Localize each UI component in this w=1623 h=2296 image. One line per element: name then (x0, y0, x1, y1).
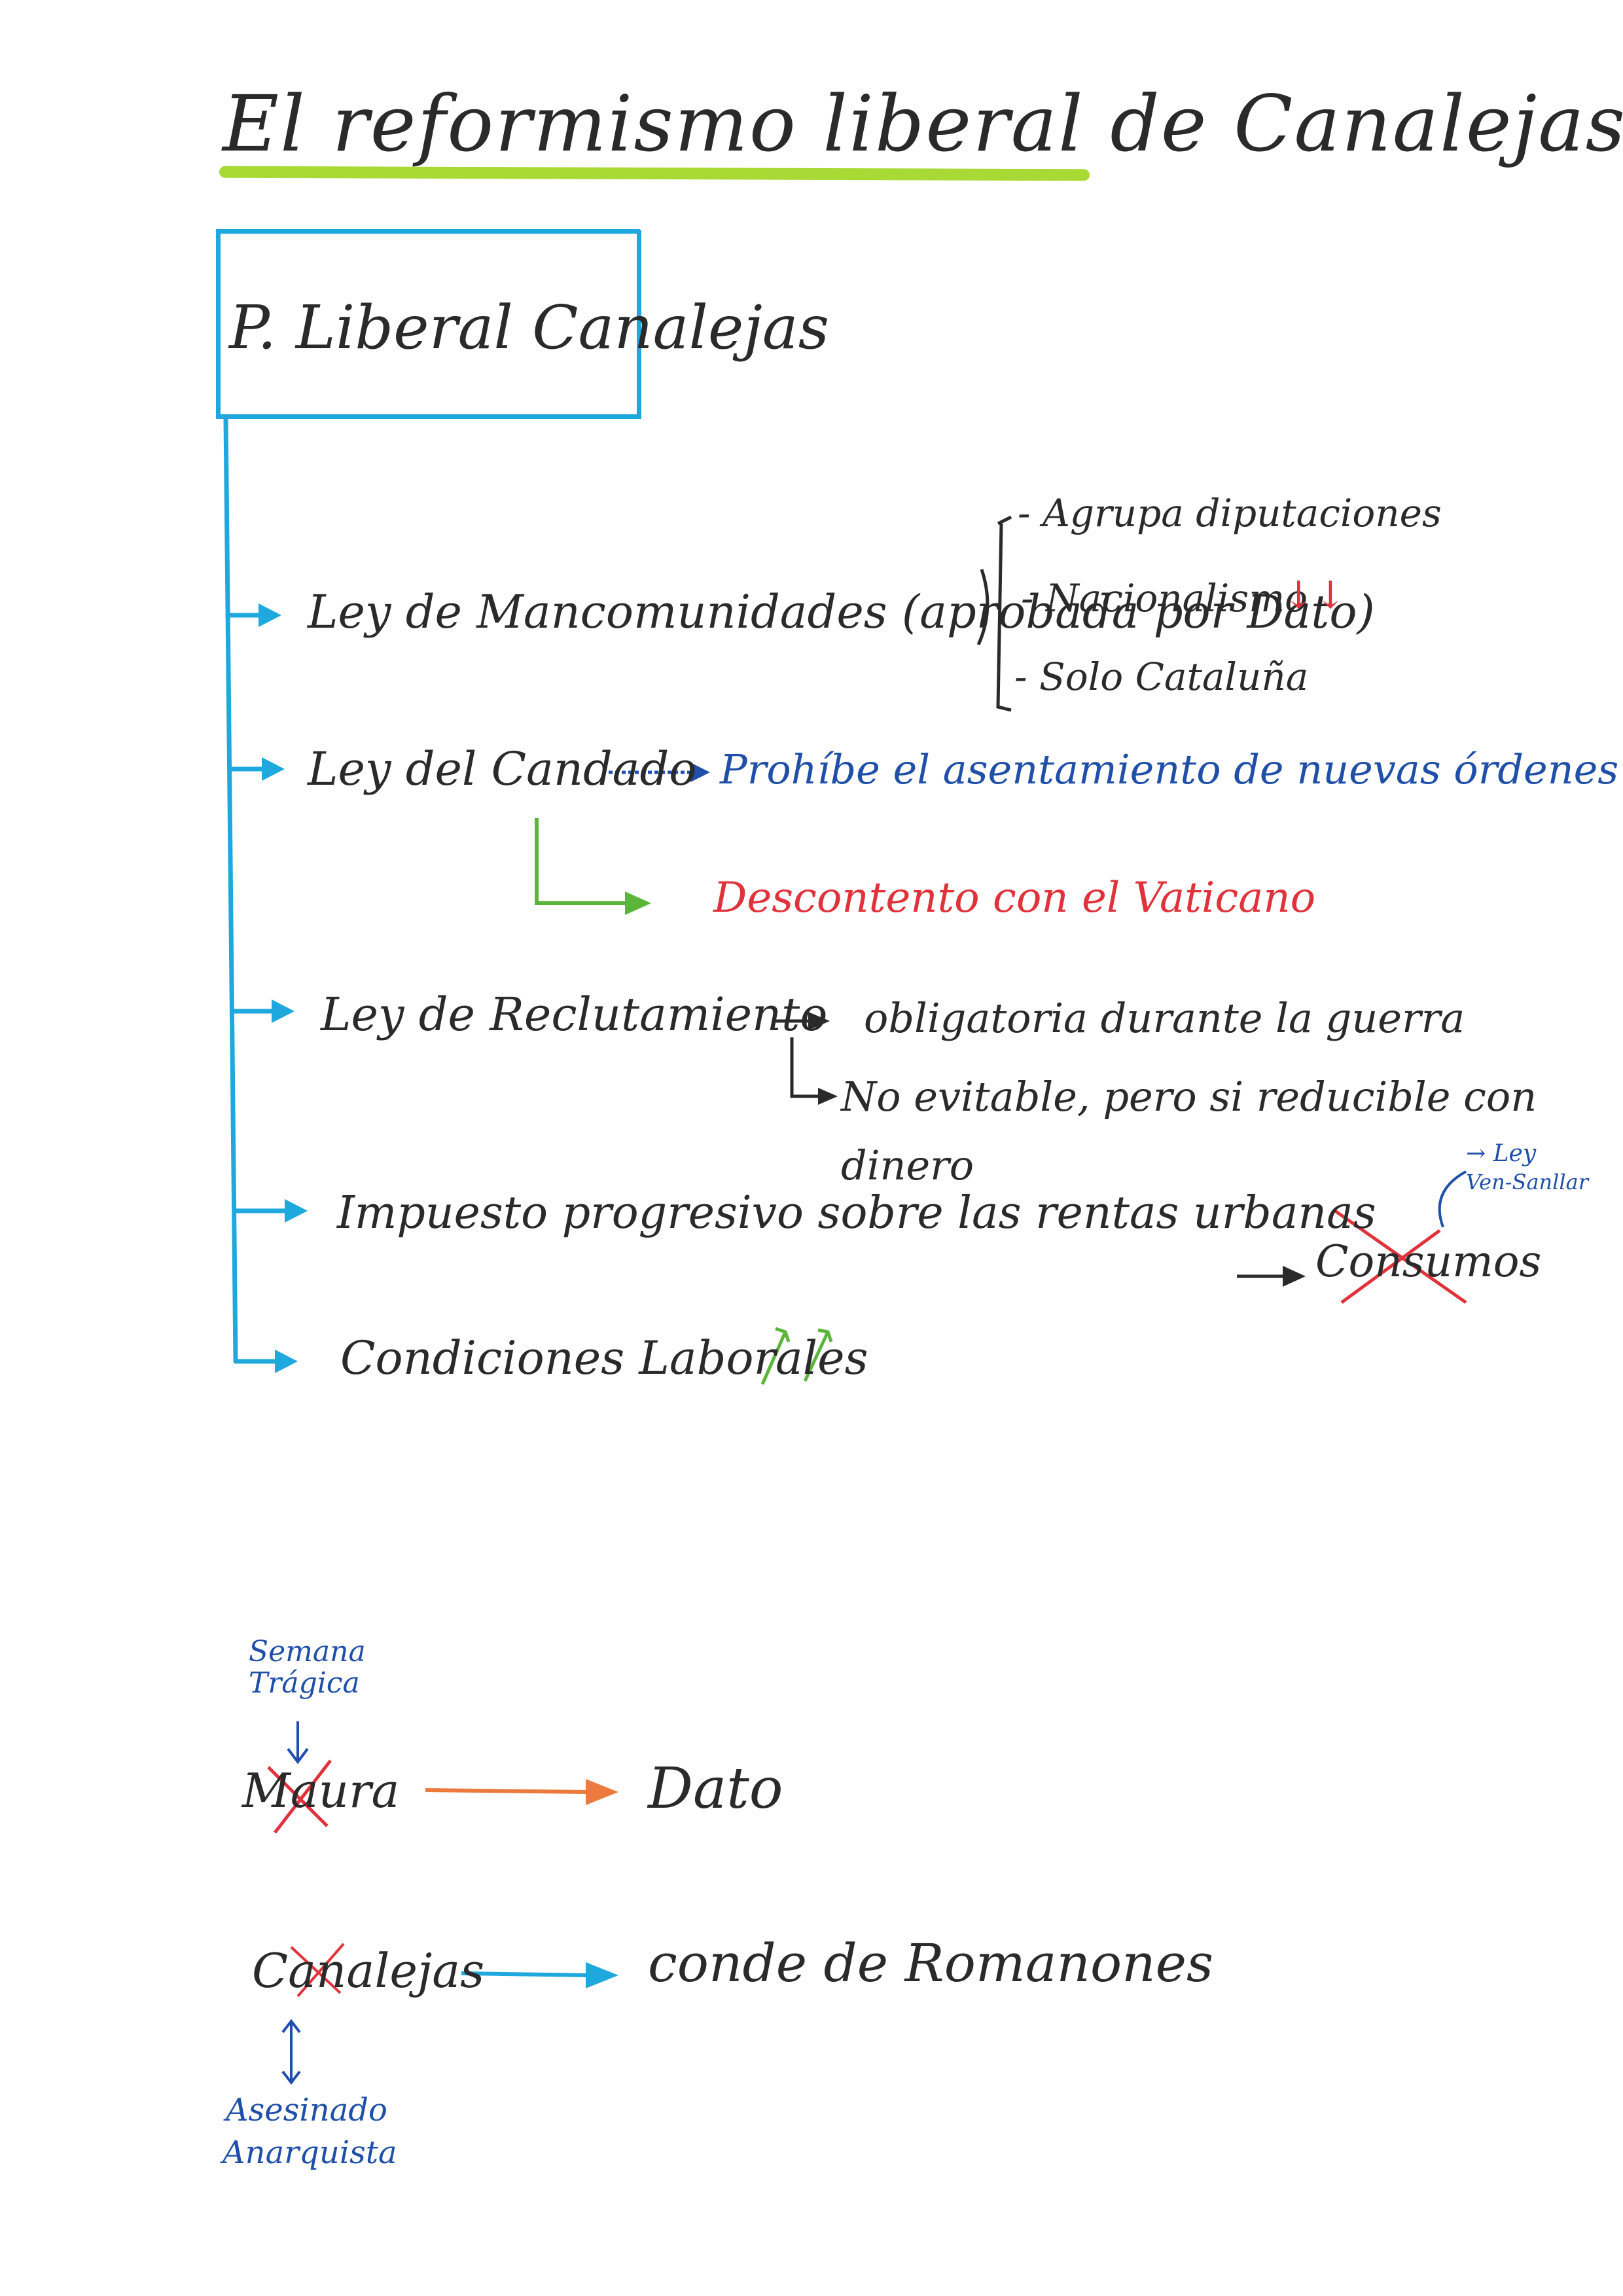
impuesto-aside: → Ley (1466, 1140, 1537, 1167)
asesinado-note: Asesinado (226, 2092, 387, 2128)
candado-result: Prohíbe el asentamiento de nuevas órdene… (720, 745, 1619, 793)
reclutamiento-result-2a: No evitable, pero si reducible con (841, 1073, 1537, 1121)
party-box (216, 229, 641, 419)
branch-arrow-2 (262, 757, 285, 781)
romanones-label: conde de Romanones (648, 1933, 1214, 1994)
note-agrupa: - Agrupa diputaciones (1018, 491, 1442, 535)
branch-arrow-1 (259, 603, 281, 627)
item-condiciones: Condiciones Laborales (340, 1331, 868, 1385)
impuesto-result: Consumos (1315, 1236, 1542, 1287)
canalejas-label: Canalejas (252, 1943, 485, 1998)
dato-label: Dato (648, 1756, 783, 1821)
branch-arrow-5 (275, 1350, 298, 1373)
semana-tragica-note: Semana Trágica (249, 1635, 366, 1700)
note-nacionalismo: - Nacionalismo (1021, 576, 1308, 620)
branch-arrow-3 (272, 999, 294, 1023)
branch-arrow-4 (285, 1199, 308, 1223)
item-impuesto: Impuesto progresivo sobre las rentas urb… (337, 1187, 1376, 1239)
reclutamiento-result-2b: dinero (841, 1141, 974, 1189)
party-box-label: P. Liberal Canalejas (229, 293, 829, 363)
item-candado: Ley del Candado (308, 742, 697, 796)
note-cataluna: - Solo Cataluña (1014, 655, 1309, 699)
reclutamiento-result: obligatoria durante la guerra (864, 994, 1465, 1042)
anarquista-note: Anarquista (223, 2134, 397, 2171)
item-mancomunidades: Ley de Mancomunidades (aprobada por Dato… (308, 585, 1375, 639)
candado-consequence: Descontento con el Vaticano (713, 874, 1316, 922)
impuesto-aside-2: Ven-Sanllar (1466, 1170, 1588, 1194)
page-title: El reformismo liberal de Canalejas (223, 79, 1623, 169)
mark-down: ↓↓ (1283, 573, 1347, 617)
maura-label: Maura (242, 1763, 400, 1818)
item-reclutamiento: Ley de Reclutamiento (321, 988, 828, 1041)
